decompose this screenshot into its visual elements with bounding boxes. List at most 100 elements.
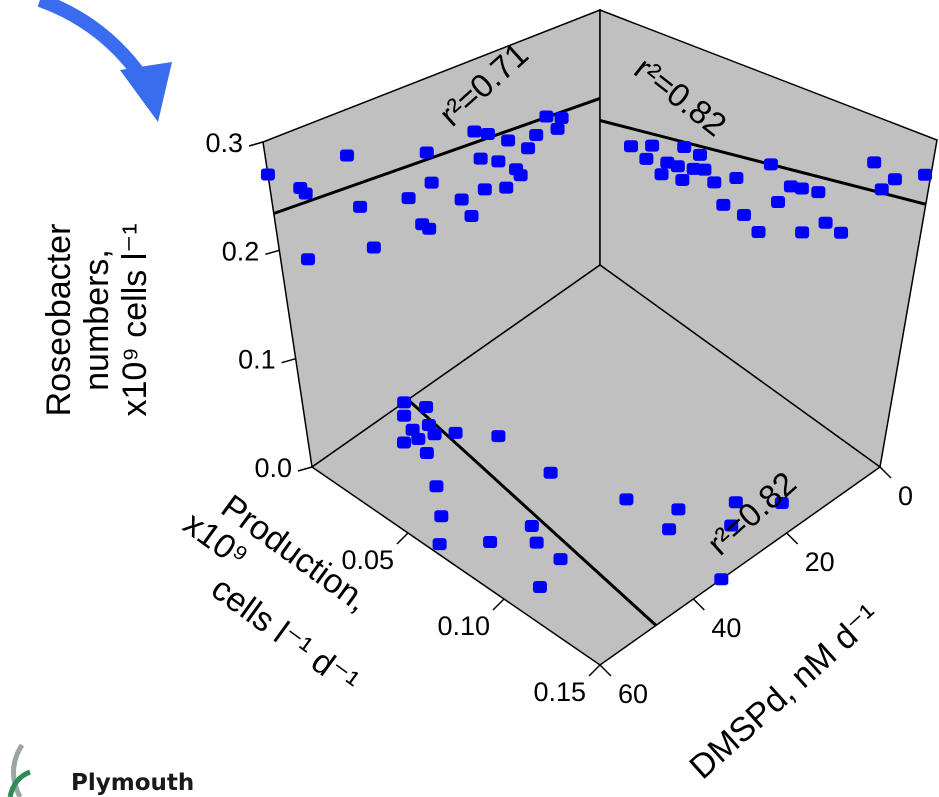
point-production-vs-dmspd — [671, 503, 686, 516]
point-roseobacter-vs-production — [539, 110, 554, 123]
point-roseobacter-vs-dmspd — [654, 168, 669, 181]
production-tick-mark — [396, 532, 409, 545]
point-roseobacter-vs-production — [340, 149, 355, 162]
point-roseobacter-vs-production — [298, 187, 313, 200]
point-roseobacter-vs-production — [513, 169, 528, 182]
point-roseobacter-vs-production — [529, 129, 544, 142]
point-production-vs-dmspd — [553, 553, 568, 566]
point-production-vs-dmspd — [543, 466, 558, 479]
point-production-vs-dmspd — [419, 447, 434, 460]
y-axis-title-line3: x10⁹ cells l⁻¹ — [116, 223, 154, 416]
point-roseobacter-vs-production — [499, 181, 514, 194]
point-roseobacter-vs-dmspd — [794, 182, 809, 195]
point-production-vs-dmspd — [448, 426, 463, 439]
point-roseobacter-vs-production — [464, 209, 479, 222]
point-roseobacter-vs-production — [480, 127, 495, 140]
point-roseobacter-vs-dmspd — [624, 140, 639, 153]
point-roseobacter-vs-dmspd — [675, 173, 690, 186]
data-points — [260, 110, 933, 594]
production-tick-label: 0.15 — [533, 677, 586, 707]
point-roseobacter-vs-production — [521, 142, 536, 155]
point-roseobacter-vs-dmspd — [716, 198, 731, 211]
production-tick-mark — [588, 664, 601, 677]
point-roseobacter-vs-production — [366, 241, 381, 254]
point-production-vs-dmspd — [397, 396, 412, 409]
point-production-vs-dmspd — [432, 538, 447, 551]
dmspd-tick-label: 0 — [898, 481, 913, 511]
point-production-vs-dmspd — [483, 536, 498, 548]
point-production-vs-dmspd — [491, 430, 506, 443]
y-tick-mark — [265, 249, 280, 256]
y-tick-mark — [248, 141, 264, 147]
point-roseobacter-vs-dmspd — [692, 148, 707, 161]
point-roseobacter-vs-production — [424, 176, 439, 189]
y-tick-label: 0.2 — [222, 236, 260, 266]
point-roseobacter-vs-dmspd — [811, 186, 826, 199]
point-roseobacter-vs-dmspd — [771, 195, 786, 208]
point-production-vs-dmspd — [396, 436, 411, 449]
fit-line-dmspd — [599, 119, 927, 206]
point-roseobacter-vs-production — [501, 134, 516, 147]
dmspd-tick-mark — [786, 532, 799, 545]
point-roseobacter-vs-dmspd — [763, 158, 778, 171]
y-tick-mark — [281, 357, 296, 364]
y-tick-label: 0.3 — [205, 128, 243, 158]
y-tick-label: 0.1 — [238, 345, 276, 375]
logo-text: Plymouth — [71, 770, 194, 796]
dmspd-tick-label: 20 — [805, 547, 835, 577]
point-roseobacter-vs-dmspd — [707, 176, 722, 189]
point-production-vs-dmspd — [405, 423, 420, 436]
point-production-vs-dmspd — [714, 573, 729, 586]
production-tick-label: 0.05 — [341, 545, 394, 575]
point-production-vs-dmspd — [427, 428, 442, 441]
production-tick-mark — [492, 598, 505, 611]
production-tick-label: 0.10 — [437, 611, 490, 641]
curved-arrow-icon — [37, 0, 172, 122]
point-roseobacter-vs-production — [477, 183, 492, 196]
point-roseobacter-vs-dmspd — [834, 226, 849, 239]
point-production-vs-dmspd — [397, 409, 412, 422]
point-roseobacter-vs-dmspd — [686, 162, 701, 175]
axes: 0.0 0.1 0.2 0.3 0.05 0.10 0.15 0 20 40 60 — [205, 128, 913, 709]
y-tick-mark — [297, 466, 313, 472]
point-roseobacter-vs-production — [491, 155, 506, 168]
dmspd-tick-label: 60 — [618, 679, 648, 709]
point-roseobacter-vs-dmspd — [736, 208, 751, 221]
dmspd-tick-mark — [599, 664, 612, 677]
point-roseobacter-vs-production — [454, 193, 469, 206]
point-roseobacter-vs-production — [300, 253, 315, 266]
point-roseobacter-vs-production — [422, 222, 437, 235]
dmspd-tick-mark — [692, 598, 705, 611]
point-production-vs-dmspd — [662, 523, 677, 536]
point-roseobacter-vs-dmspd — [818, 216, 833, 229]
point-production-vs-dmspd — [411, 433, 426, 446]
point-roseobacter-vs-production — [550, 122, 565, 135]
production-axis-title: Production, x10⁹ cells l⁻¹ d⁻¹ — [176, 488, 375, 702]
point-production-vs-dmspd — [434, 510, 449, 523]
dmspd-tick-label: 40 — [711, 613, 741, 643]
point-roseobacter-vs-production — [260, 168, 275, 181]
point-roseobacter-vs-dmspd — [697, 163, 712, 176]
point-roseobacter-vs-dmspd — [783, 180, 798, 193]
point-production-vs-dmspd — [421, 418, 436, 431]
point-roseobacter-vs-dmspd — [660, 156, 675, 169]
plymouth-logo: Plymouth — [7, 743, 194, 797]
point-roseobacter-vs-dmspd — [677, 141, 692, 154]
point-roseobacter-vs-dmspd — [918, 168, 933, 181]
point-roseobacter-vs-production — [401, 192, 416, 205]
point-production-vs-dmspd — [529, 536, 544, 549]
point-production-vs-dmspd — [728, 496, 743, 509]
point-roseobacter-vs-production — [473, 152, 488, 165]
dmspd-tick-mark — [879, 466, 892, 479]
point-roseobacter-vs-dmspd — [887, 173, 902, 186]
point-roseobacter-vs-production — [419, 146, 434, 159]
point-roseobacter-vs-production — [554, 112, 569, 125]
y-axis-title: Roseobacter numbers, x10⁹ cells l⁻¹ — [40, 223, 154, 416]
point-roseobacter-vs-production — [467, 125, 482, 138]
point-production-vs-dmspd — [619, 493, 634, 506]
point-production-vs-dmspd — [419, 400, 434, 413]
point-roseobacter-vs-production — [353, 200, 368, 213]
y-tick-label: 0.0 — [254, 453, 292, 483]
point-roseobacter-vs-dmspd — [639, 152, 654, 165]
